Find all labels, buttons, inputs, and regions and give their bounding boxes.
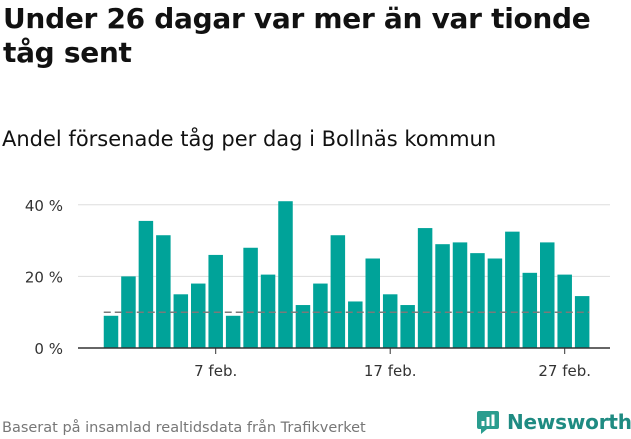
source-note: Baserat på insamlad realtidsdata från Tr…: [2, 420, 366, 436]
bar: [417, 228, 433, 348]
y-tick-label: 40 %: [25, 197, 63, 215]
bar: [173, 294, 189, 348]
bar: [330, 235, 346, 348]
bar: [365, 258, 380, 348]
y-tick-label: 0 %: [34, 340, 63, 358]
bar: [382, 294, 398, 348]
bar: [313, 283, 328, 348]
chart-subtitle: Andel försenade tåg per dag i Bollnäs ko…: [2, 127, 497, 151]
y-tick-label: 20 %: [25, 268, 63, 286]
bar: [225, 315, 241, 348]
bar: [103, 315, 119, 348]
bars: [103, 201, 590, 348]
bar: [208, 254, 223, 348]
y-axis-ticks: 0 % 20 % 40 %: [25, 197, 63, 358]
x-tick-label: 27 feb.: [538, 362, 591, 380]
bar: [191, 283, 206, 348]
bar: [243, 247, 258, 348]
bar: [557, 274, 572, 348]
bar: [138, 220, 154, 348]
bar: [156, 235, 171, 348]
x-axis-ticks: 7 feb. 17 feb. 27 feb.: [194, 348, 591, 380]
bar: [278, 201, 293, 348]
chart-title: Under 26 dagar var mer än var tionde tåg…: [3, 2, 591, 69]
bar: [470, 253, 485, 348]
x-tick-label: 7 feb.: [194, 362, 237, 380]
bar: [400, 305, 415, 348]
bar: [522, 272, 538, 348]
brand-logo[interactable]: Newsworthy: [476, 408, 631, 436]
bar: [348, 301, 363, 348]
x-tick-label: 17 feb.: [364, 362, 417, 380]
brand-name: Newsworthy: [507, 410, 631, 434]
bar: [435, 244, 450, 348]
bar: [540, 242, 555, 348]
bar: [487, 258, 503, 348]
newsworthy-logo-icon: [477, 410, 499, 434]
bar: [295, 305, 311, 348]
bar: [505, 231, 520, 348]
bar: [260, 274, 276, 348]
bar: [574, 296, 590, 348]
bar-chart: 0 % 20 % 40 % 7 feb. 17 feb. 27 feb.: [25, 197, 610, 380]
bar: [452, 242, 468, 348]
